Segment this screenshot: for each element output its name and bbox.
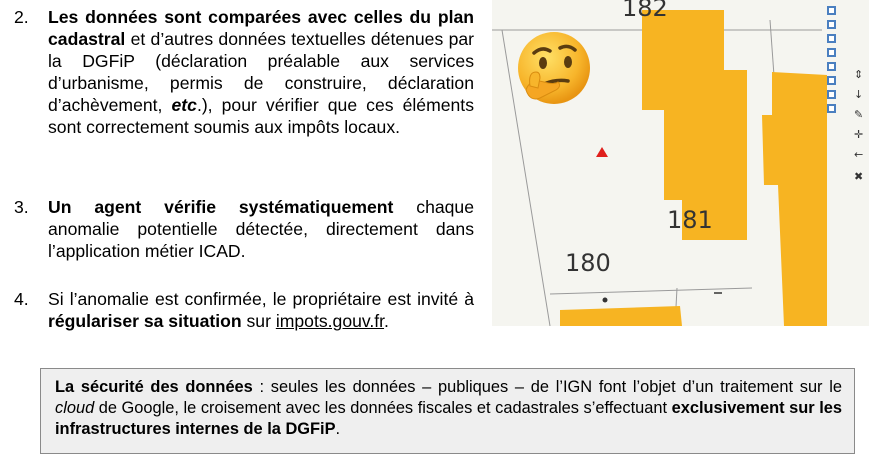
text: sur: [241, 311, 276, 331]
parcel-bottom: [560, 306, 682, 326]
svg-text:✖: ✖: [854, 170, 863, 183]
parcel-right: [762, 72, 827, 326]
text: .: [384, 311, 389, 331]
impots-link[interactable]: impots.gouv.fr: [275, 311, 385, 331]
bold-text: Un agent vérifie systématiquement: [48, 197, 394, 217]
list-number: 4.: [14, 289, 29, 309]
text: : seules les données – publiques – de l’…: [252, 378, 842, 396]
parcel-label-182: 182: [622, 0, 668, 22]
location-marker: [596, 147, 608, 157]
list-text: Un agent vérifie systématiquement chaque…: [48, 196, 474, 262]
svg-text:↓: ↓: [854, 88, 863, 101]
italic-text: etc: [171, 95, 197, 115]
text: chaque anomalie potentielle détectée, di…: [48, 197, 474, 261]
text: Si l’anomalie est confirmée, le propriét…: [48, 289, 474, 309]
svg-text:✛: ✛: [854, 128, 863, 141]
svg-text:←: ←: [854, 148, 863, 161]
text: de Google, le croisement avec les donnée…: [94, 399, 672, 417]
parcel-181: [642, 10, 747, 240]
thinking-face-icon: [512, 28, 594, 110]
list-item-3: 3. Un agent vérifie systématiquement cha…: [8, 196, 474, 262]
list-text: Les données sont comparées avec celles d…: [48, 6, 474, 138]
bold-text: Les données sont comparées avec celles d…: [48, 7, 474, 49]
parcel-label-180: 180: [565, 249, 611, 277]
numbered-list: 2. Les données sont comparées avec celle…: [8, 6, 474, 331]
parcel-label-181: 181: [667, 206, 713, 234]
text: .: [335, 420, 341, 438]
list-number: 2.: [14, 7, 29, 27]
list-number: 3.: [14, 197, 29, 217]
list-text: Si l’anomalie est confirmée, le propriét…: [48, 288, 474, 332]
list-item-4: 4. Si l’anomalie est confirmée, le propr…: [8, 288, 474, 332]
list-item-2: 2. Les données sont comparées avec celle…: [8, 6, 474, 138]
data-security-note: La sécurité des données : seules les don…: [40, 368, 855, 454]
text: et d’autres données textuelles détenues …: [48, 29, 474, 115]
text: .), pour vérifier que ces éléments sont …: [48, 95, 474, 137]
bold-text: La sécurité des données: [55, 378, 253, 396]
svg-text:✎: ✎: [854, 108, 863, 121]
italic-text: cloud: [55, 399, 95, 417]
svg-text:⇕: ⇕: [854, 68, 863, 81]
bold-text: exclusivement sur les infrastructures in…: [55, 399, 842, 438]
bold-text: régulariser sa situation: [48, 311, 242, 331]
